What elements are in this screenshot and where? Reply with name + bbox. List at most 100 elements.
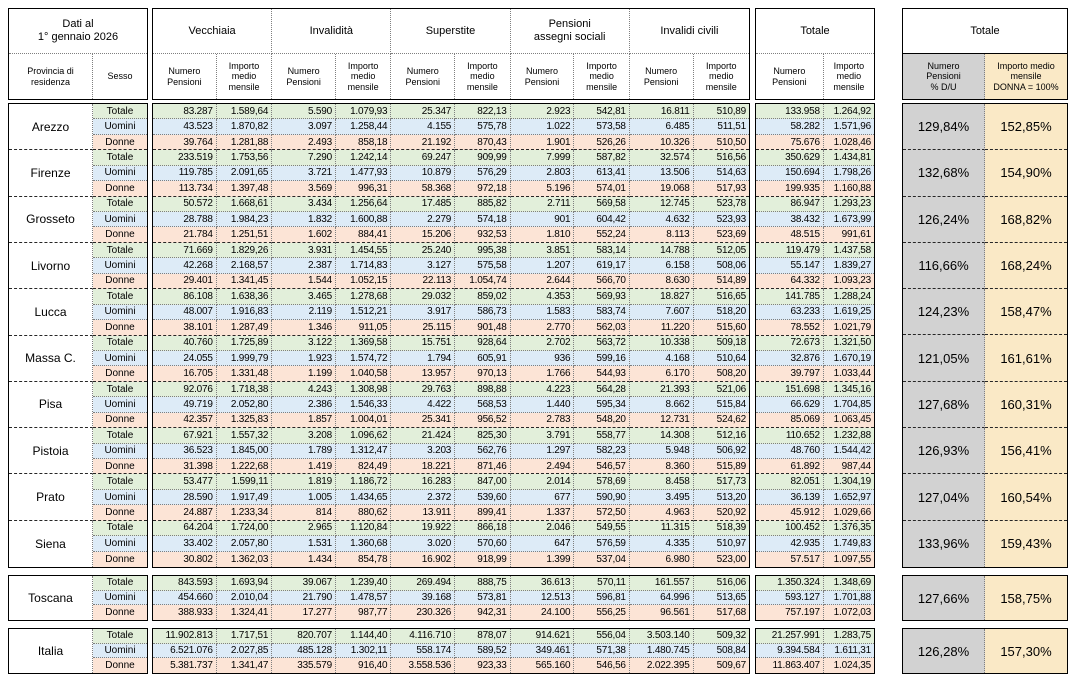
data-cell: 3.917 — [391, 304, 456, 321]
data-cell: 512,16 — [693, 428, 749, 444]
total-data-cell: 1.571,96 — [823, 119, 874, 135]
data-cell: 932,53 — [455, 227, 511, 243]
data-cell: 1.325,83 — [216, 412, 273, 429]
data-cell: 6.170 — [629, 366, 694, 382]
sesso-label: Totale — [93, 289, 147, 305]
data-cell: 22.113 — [391, 273, 456, 290]
right-col-header-numero-du: Numero Pensioni % D/U — [903, 54, 985, 99]
data-cell: 1.693,94 — [216, 576, 273, 591]
pct-donna-cell: 158,75% — [985, 576, 1067, 620]
data-cell: 909,99 — [455, 150, 511, 166]
data-cell: 1.829,26 — [216, 242, 273, 259]
data-cell: 21.192 — [391, 134, 456, 151]
pct-donna-cell: 156,41% — [985, 428, 1067, 475]
province-name-cell: Massa C. — [9, 335, 93, 382]
data-cell: 2.493 — [272, 134, 336, 151]
data-cell: 8.662 — [629, 397, 694, 413]
total-data-cell: 1.021,79 — [823, 320, 874, 336]
data-cell: 586,73 — [455, 304, 511, 321]
group-header: Superstite — [391, 9, 511, 54]
data-cell: 995,38 — [455, 242, 511, 259]
data-cell: 517,73 — [693, 474, 749, 490]
data-cell: 10.338 — [629, 335, 694, 351]
data-cell: 583,14 — [574, 242, 630, 259]
pct-donna-cell: 168,24% — [985, 242, 1067, 290]
total-data-cell: 75.676 — [756, 134, 824, 151]
toscana-totale-box: 1.350.324 1.348,69 593.127 1.701,88 757.197 1… — [755, 575, 875, 621]
data-cell: 13.957 — [391, 366, 456, 382]
report-date-title: Dati al 1° gennaio 2026 — [9, 9, 147, 54]
total-data-cell: 1.348,69 — [823, 576, 874, 591]
data-cell: 1.574,72 — [335, 350, 392, 367]
data-cell: 578,69 — [574, 474, 630, 490]
total-data-cell: 78.552 — [756, 320, 824, 336]
data-cell: 58.368 — [391, 181, 456, 197]
data-cell: 548,20 — [574, 412, 630, 429]
sesso-label: Totale — [93, 629, 147, 644]
data-cell: 520,92 — [693, 505, 749, 521]
data-cell: 871,46 — [455, 458, 511, 475]
data-cell: 1.478,57 — [335, 590, 392, 606]
data-cell: 1.789 — [272, 443, 336, 459]
sesso-label: Uomini — [93, 258, 147, 274]
data-cell: 119.785 — [153, 165, 217, 182]
data-cell: 29.763 — [391, 381, 456, 398]
sesso-label: Uomini — [93, 304, 147, 321]
data-cell: 539,60 — [455, 489, 511, 506]
subheader-importo: Importo medio mensile — [833, 60, 865, 92]
pct-donna-cell: 160,31% — [985, 381, 1067, 429]
data-cell: 513,20 — [693, 489, 749, 506]
data-cell: 69.247 — [391, 150, 456, 166]
province-name-cell: Pistoia — [9, 428, 93, 475]
data-cell: 10.326 — [629, 134, 694, 151]
data-cell: 31.398 — [153, 458, 217, 475]
data-cell: 587,82 — [574, 150, 630, 166]
province-name-cell: Lucca — [9, 289, 93, 336]
data-cell: 936 — [510, 350, 575, 367]
data-cell: 40.760 — [153, 335, 217, 351]
data-cell: 1.302,11 — [335, 643, 392, 659]
data-cell: 39.764 — [153, 134, 217, 151]
data-cell: 987,77 — [335, 605, 392, 620]
data-cell: 526,26 — [574, 134, 630, 151]
data-cell: 233.519 — [153, 150, 217, 166]
sesso-label: Totale — [93, 335, 147, 351]
data-cell: 4.335 — [629, 536, 694, 552]
data-cell: 2.644 — [510, 273, 575, 290]
pct-donna-cell: 154,90% — [985, 150, 1067, 197]
data-cell: 1.819 — [272, 474, 336, 490]
data-cell: 2.119 — [272, 304, 336, 321]
subheader-numero: Numero Pensioni — [756, 54, 824, 99]
data-cell: 113.734 — [153, 181, 217, 197]
sesso-label: Uomini — [93, 536, 147, 552]
data-cell: 556,04 — [574, 629, 630, 644]
data-cell: 349.461 — [510, 643, 575, 659]
data-cell: 3.495 — [629, 489, 694, 506]
data-cell: 25.115 — [391, 320, 456, 336]
data-cell: 565.160 — [510, 658, 575, 673]
data-cell: 524,62 — [693, 412, 749, 429]
data-cell: 3.434 — [272, 196, 336, 213]
sesso-label: Donne — [93, 551, 147, 567]
data-cell: 576,59 — [574, 536, 630, 552]
total-data-cell: 1.304,19 — [823, 474, 874, 490]
total-data-cell: 1.160,88 — [823, 181, 874, 197]
data-cell: 5.381.737 — [153, 658, 217, 673]
data-cell: 8.630 — [629, 273, 694, 290]
pct-donna-cell: 161,61% — [985, 335, 1067, 382]
data-cell: 523,93 — [693, 212, 749, 228]
data-cell: 29.401 — [153, 273, 217, 290]
pct-du-cell: 126,93% — [903, 428, 985, 475]
data-cell: 1.360,68 — [335, 536, 392, 552]
data-cell: 7.999 — [510, 150, 575, 166]
total-data-cell: 21.257.991 — [756, 629, 824, 644]
total-data-cell: 1.345,16 — [823, 381, 874, 398]
data-cell: 43.523 — [153, 119, 217, 135]
data-cell: 2.091,65 — [216, 165, 273, 182]
data-cell: 568,53 — [455, 397, 511, 413]
pct-du-cell: 127,68% — [903, 381, 985, 429]
data-cell: 39.067 — [272, 576, 336, 591]
total-data-cell: 11.863.407 — [756, 658, 824, 673]
data-cell: 1.440 — [510, 397, 575, 413]
